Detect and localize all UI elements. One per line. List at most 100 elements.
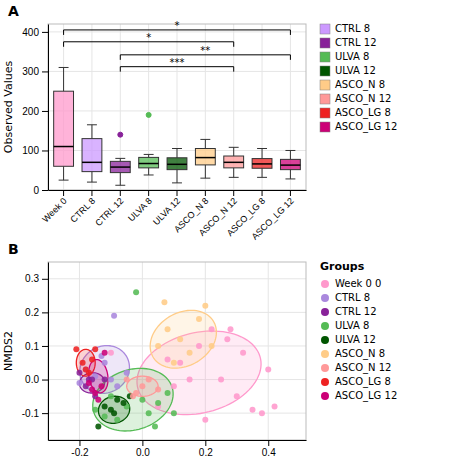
legend-item: CTRL 8 xyxy=(320,23,370,34)
tick-mark xyxy=(42,71,48,72)
series xyxy=(92,289,177,429)
point xyxy=(121,400,127,406)
tick-label: 200 xyxy=(22,106,39,117)
point xyxy=(234,393,240,399)
panel: *******0100200300400Observed ValuesWeek … xyxy=(2,20,307,242)
tick-mark xyxy=(63,190,64,196)
median xyxy=(82,162,102,164)
legend-item: ULVA 12 xyxy=(321,334,376,345)
tick-mark xyxy=(42,380,48,381)
tick-label: Week 0 xyxy=(40,196,69,225)
point xyxy=(102,350,108,356)
point xyxy=(171,360,177,366)
legend-swatch xyxy=(321,350,329,358)
y-tick: 300 xyxy=(22,66,48,77)
legend-swatch xyxy=(321,294,329,302)
point xyxy=(89,387,95,393)
point xyxy=(146,410,152,416)
legend-label: ASCO_N 12 xyxy=(335,362,391,374)
legend-item: ASCO_LG 12 xyxy=(320,121,397,133)
axis-line xyxy=(48,25,49,191)
whisker xyxy=(91,125,92,139)
marks xyxy=(73,289,277,431)
point xyxy=(152,424,158,430)
point xyxy=(102,377,108,383)
x-tick: 0.0 xyxy=(136,440,150,458)
median xyxy=(224,162,244,164)
legend-swatch xyxy=(321,392,329,400)
ellipse xyxy=(150,310,216,368)
tick-label: 300 xyxy=(22,66,39,77)
tick-label: 0.4 xyxy=(262,447,276,458)
whisker-cap xyxy=(285,150,295,151)
figure: *******0100200300400Observed ValuesWeek … xyxy=(0,0,474,474)
point xyxy=(98,383,104,389)
whisker xyxy=(63,67,64,91)
point xyxy=(265,366,271,372)
legend-label: Week 0 0 xyxy=(335,278,381,289)
whisker-cap xyxy=(144,154,154,155)
legend-label: ULVA 12 xyxy=(335,65,376,76)
whisker-cap xyxy=(285,178,295,179)
tick-label: 0.0 xyxy=(25,374,39,385)
whisker-cap xyxy=(115,158,125,159)
x-tick: -0.2 xyxy=(71,440,89,458)
whisker-cap xyxy=(144,174,154,175)
whisker-cap xyxy=(229,177,239,178)
legend-item: ASCO_LG 8 xyxy=(321,376,391,388)
legend-swatch xyxy=(321,322,329,330)
legend-item: ASCO_N 12 xyxy=(321,362,391,374)
point xyxy=(108,393,114,399)
legend-label: ULVA 12 xyxy=(335,334,376,345)
panel-title: B xyxy=(8,241,19,257)
legend-item: ULVA 8 xyxy=(321,320,369,331)
tick-label: 400 xyxy=(22,27,39,38)
whisker xyxy=(262,168,263,177)
box xyxy=(82,139,102,172)
point xyxy=(108,350,114,356)
median xyxy=(167,164,187,166)
point xyxy=(92,407,98,413)
point xyxy=(187,377,193,383)
whisker-cap xyxy=(257,177,267,178)
median xyxy=(280,164,300,166)
point xyxy=(86,380,92,386)
whisker-cap xyxy=(172,148,182,149)
series xyxy=(155,299,214,365)
series xyxy=(73,346,98,376)
y-tick: 0.0 xyxy=(25,374,48,385)
tick-mark xyxy=(42,312,48,313)
boxes xyxy=(54,67,301,185)
point xyxy=(177,360,183,366)
point xyxy=(86,370,92,376)
legend-item: ASCO_LG 12 xyxy=(321,390,397,402)
whisker xyxy=(177,149,178,158)
point xyxy=(187,350,193,356)
legend-swatch xyxy=(320,94,330,104)
plot-frame xyxy=(48,24,306,190)
whisker xyxy=(262,149,263,159)
box-group xyxy=(280,150,300,178)
point xyxy=(114,383,120,389)
y-axis-title: Observed Values xyxy=(2,61,15,154)
series xyxy=(76,370,107,400)
grid-line xyxy=(79,262,80,440)
legend-swatch xyxy=(320,38,330,48)
point xyxy=(171,383,177,389)
legend-label: ULVA 8 xyxy=(335,320,369,331)
legend-swatch xyxy=(320,52,330,62)
series xyxy=(86,350,108,403)
y-tick: 0 xyxy=(33,185,48,196)
panel-title: A xyxy=(8,3,19,19)
point xyxy=(272,403,278,409)
legend-swatch xyxy=(320,122,330,132)
legend-label: ASCO_LG 12 xyxy=(335,121,397,133)
legend-item: CTRL 12 xyxy=(320,37,377,48)
point xyxy=(111,410,117,416)
box xyxy=(139,157,159,167)
legend-swatch xyxy=(320,108,330,118)
whisker xyxy=(63,166,64,180)
tick-mark xyxy=(42,111,48,112)
tick-mark xyxy=(268,440,269,446)
tick-label: 0.2 xyxy=(199,447,213,458)
